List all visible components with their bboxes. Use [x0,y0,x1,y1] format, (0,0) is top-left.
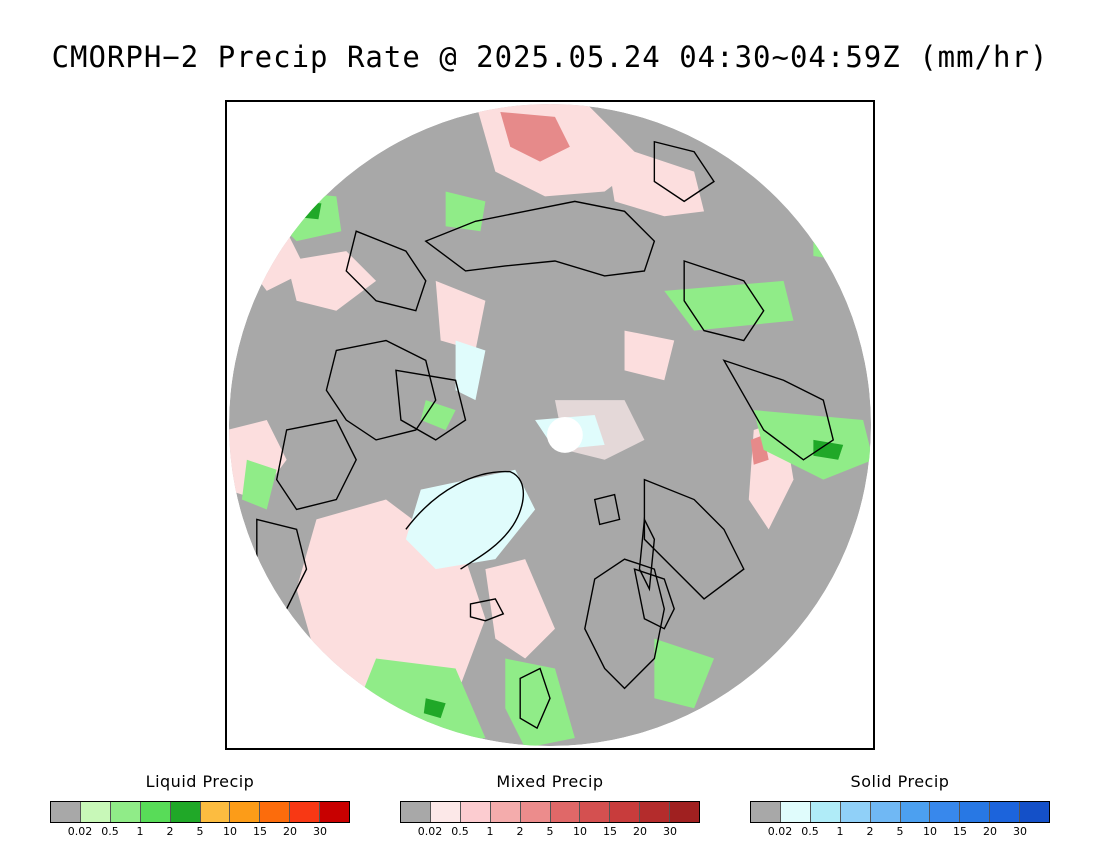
legend-tick-label: 10 [223,825,237,838]
uk-coast [519,667,551,730]
legend-tick-label: 30 [313,825,327,838]
scandinavia-coast [584,558,666,690]
legend-title: Mixed Precip [496,772,604,791]
map-title: CMORPH−2 Precip Rate @ 2025.05.24 04:30~… [51,40,1049,74]
legend-swatch [870,802,901,822]
legend-swatch [430,802,461,822]
legend-tick-label: 15 [253,825,267,838]
legend-swatch [260,802,291,822]
legend-tick-label: 0.02 [417,825,443,838]
greenland-coast [405,470,525,570]
legend-tick-labels: 0.02 0.5 1 2 5 10 15 20 30 [400,823,700,838]
coastlines [256,140,835,730]
legend-solid: Solid Precip 0.02 0.5 1 2 5 10 15 20 30 [750,772,1050,838]
legend-swatch [580,802,611,822]
legend-tick-label: 1 [136,825,144,838]
legend-swatch [751,802,781,822]
polar-precip-map [225,100,875,750]
legend-tick-label: 10 [923,825,937,838]
legend-tick-label: 5 [546,825,554,838]
legend-swatch [640,802,671,822]
legend-swatch [810,802,841,822]
legend-tick-label: 5 [896,825,904,838]
legend-tick-label: 0.5 [801,825,819,838]
legend-swatch [930,802,961,822]
iceland-coast [469,598,505,622]
legend-tick-label: 20 [633,825,647,838]
legend-tick-label: 0.02 [767,825,793,838]
legend-tick-label: 1 [836,825,844,838]
legend-title: Solid Precip [850,772,950,791]
legend-tick-label: 2 [166,825,174,838]
legend-swatch [900,802,931,822]
legend-swatch [460,802,491,822]
legend-swatch [140,802,171,822]
legend-tick-label: 20 [983,825,997,838]
legend-liquid: Liquid Precip 0.02 0.5 1 2 5 10 15 20 30 [50,772,350,838]
legend-tick-label: 1 [486,825,494,838]
legend-tick-label: 10 [573,825,587,838]
legend-colorbar [400,801,700,823]
legend-tick-label: 0.5 [101,825,119,838]
legend-swatch [960,802,991,822]
legend-swatch [401,802,431,822]
legend-tick-labels: 0.02 0.5 1 2 5 10 15 20 30 [750,823,1050,838]
legend-colorbar [50,801,350,823]
legend-swatch [780,802,811,822]
legend-mixed: Mixed Precip 0.02 0.5 1 2 5 10 15 20 30 [400,772,700,838]
legend-swatch [170,802,201,822]
legend-swatch [51,802,81,822]
legend-tick-labels: 0.02 0.5 1 2 5 10 15 20 30 [50,823,350,838]
legend-swatch [290,802,321,822]
legend-tick-label: 15 [603,825,617,838]
map-canvas [228,103,872,747]
legend-swatch [670,802,700,822]
legend-tick-label: 0.02 [67,825,93,838]
legend-swatch [110,802,141,822]
legend-tick-label: 2 [516,825,524,838]
legend-swatch [80,802,111,822]
legend-tick-label: 30 [663,825,677,838]
legend-swatch [520,802,551,822]
legend-swatch [320,802,350,822]
legend-tick-label: 20 [283,825,297,838]
legend-swatch [610,802,641,822]
legend-swatch [490,802,521,822]
legend-swatch [200,802,231,822]
legend-swatch [230,802,261,822]
legend-swatch [550,802,581,822]
legend-title: Liquid Precip [145,772,255,791]
legend-tick-label: 0.5 [451,825,469,838]
legend-tick-label: 5 [196,825,204,838]
legend-tick-label: 15 [953,825,967,838]
legend-swatch [1020,802,1050,822]
legend-swatch [840,802,871,822]
legend-tick-label: 30 [1013,825,1027,838]
legend-tick-label: 2 [866,825,874,838]
pole-gap [547,417,583,453]
legend-swatch [990,802,1021,822]
legend-colorbar [750,801,1050,823]
